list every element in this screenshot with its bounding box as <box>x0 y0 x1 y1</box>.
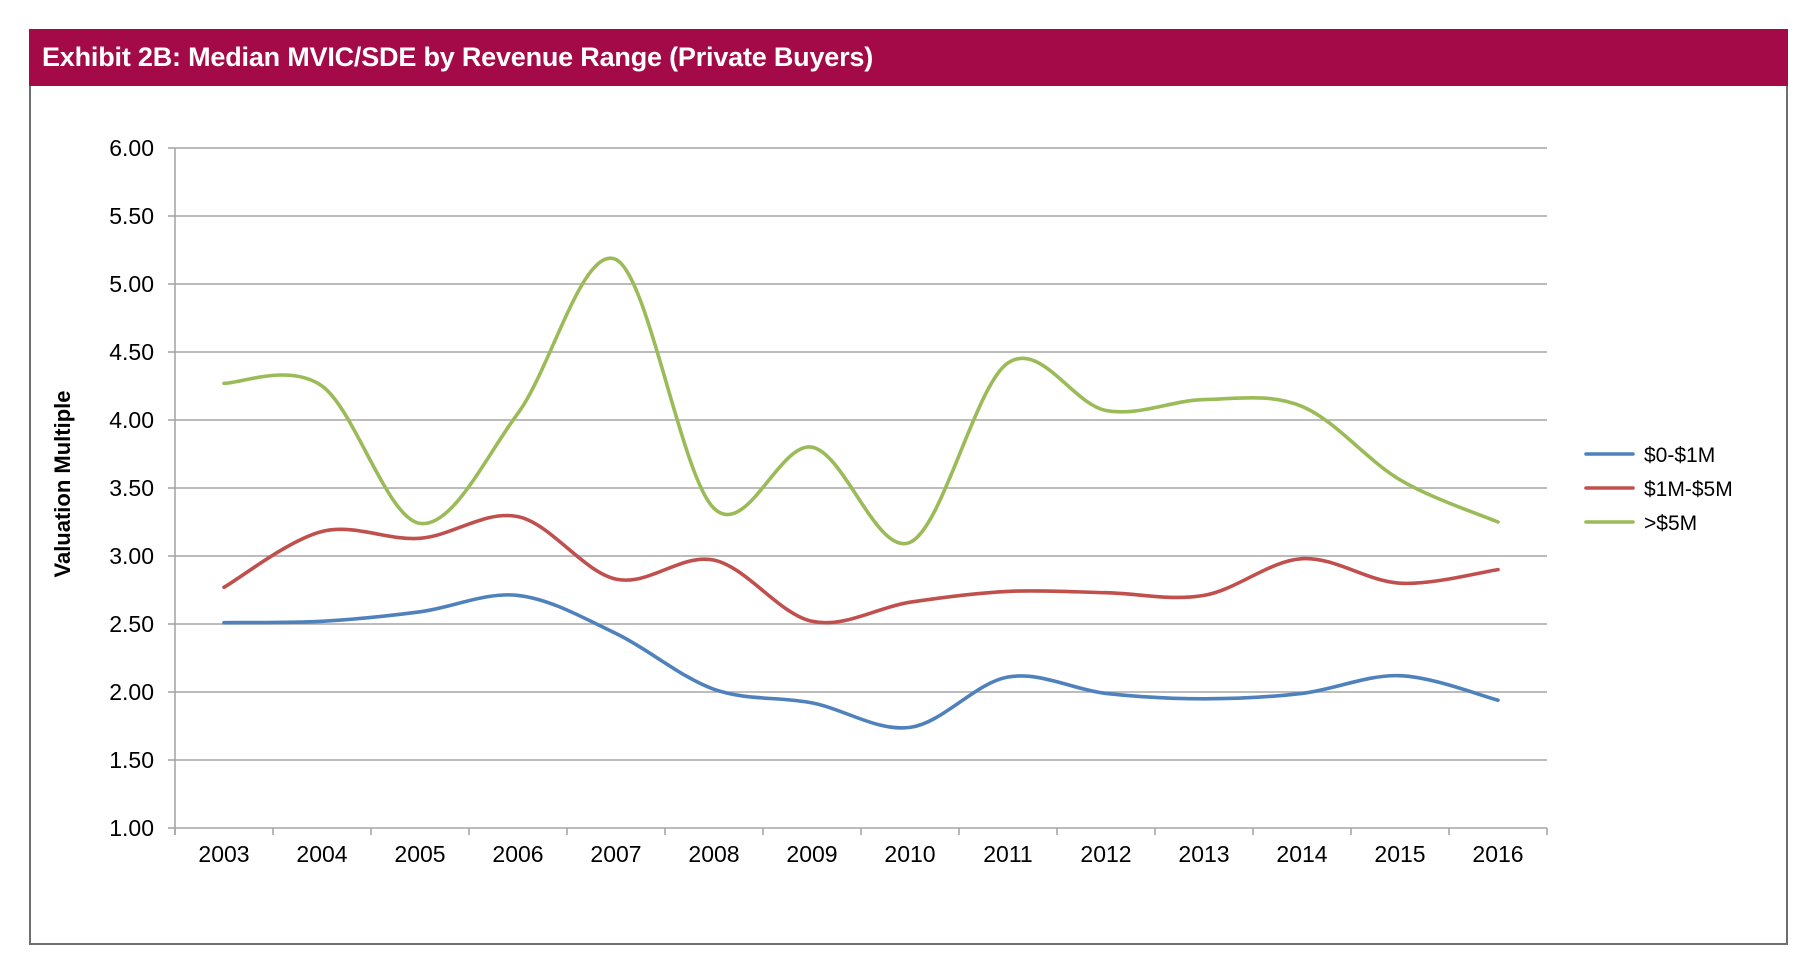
data-point <box>908 600 912 604</box>
data-point <box>516 515 520 519</box>
x-tick-label: 2006 <box>492 841 543 867</box>
data-point <box>614 258 618 262</box>
data-point <box>712 687 716 691</box>
data-point <box>908 540 912 544</box>
data-point <box>1496 568 1500 572</box>
legend-label: $1M-$5M <box>1644 478 1733 501</box>
y-axis-title: Valuation Multiple <box>50 390 75 577</box>
data-point <box>810 619 814 623</box>
series-line-5m <box>222 256 1500 546</box>
data-point <box>320 384 324 388</box>
chart-frame <box>29 29 1788 945</box>
data-point <box>418 536 422 540</box>
data-point <box>614 632 618 636</box>
data-point <box>810 701 814 705</box>
axes <box>168 147 1548 835</box>
data-point <box>1202 593 1206 597</box>
y-tick-label: 2.50 <box>109 611 154 637</box>
x-tick-label: 2012 <box>1080 841 1131 867</box>
y-tick-label: 3.00 <box>109 543 154 569</box>
data-point <box>1006 675 1010 679</box>
x-tick-label: 2004 <box>296 841 347 867</box>
data-point <box>1398 674 1402 678</box>
data-point <box>1104 691 1108 695</box>
data-point <box>810 445 814 449</box>
x-tick-label: 2011 <box>983 841 1032 867</box>
data-point <box>1300 691 1304 695</box>
data-point <box>222 621 226 625</box>
legend-label: >$5M <box>1644 512 1697 535</box>
data-point <box>1398 478 1402 482</box>
legend-label: $0-$1M <box>1644 444 1715 467</box>
data-point <box>1104 591 1108 595</box>
data-point <box>1104 408 1108 412</box>
data-point <box>908 725 912 729</box>
data-point <box>222 381 226 385</box>
data-point <box>222 585 226 589</box>
data-point <box>1300 557 1304 561</box>
y-tick-label: 5.50 <box>109 203 154 229</box>
data-point <box>516 593 520 597</box>
data-point <box>1006 589 1010 593</box>
data-point <box>614 577 618 581</box>
x-tick-labels: 2003 2004 2005 2006 2007 2008 2009 2010 2011 2012… <box>198 841 1523 867</box>
y-tick-label: 2.00 <box>109 679 154 705</box>
data-point <box>712 506 716 510</box>
x-tick-label: 2003 <box>198 841 249 867</box>
data-point <box>1202 398 1206 402</box>
y-tick-label: 6.00 <box>109 135 154 161</box>
data-point <box>1496 698 1500 702</box>
series-line-1m-5m <box>222 513 1500 625</box>
data-point <box>320 619 324 623</box>
y-tick-label: 1.50 <box>109 747 154 773</box>
y-tick-label: 5.00 <box>109 271 154 297</box>
legend-item: $1M-$5M <box>1584 478 1733 501</box>
gridlines <box>175 147 1547 761</box>
x-tick-label: 2015 <box>1374 841 1425 867</box>
data-point <box>1398 581 1402 585</box>
series-lines <box>222 256 1500 730</box>
x-tick-label: 2007 <box>590 841 641 867</box>
data-point <box>320 530 324 534</box>
x-tick-label: 2010 <box>884 841 935 867</box>
x-tick-label: 2013 <box>1178 841 1229 867</box>
y-tick-label: 3.50 <box>109 475 154 501</box>
data-point <box>1496 520 1500 524</box>
exhibit-title: Exhibit 2B: Median MVIC/SDE by Revenue R… <box>42 42 874 72</box>
data-point <box>516 411 520 415</box>
x-tick-label: 2014 <box>1276 841 1327 867</box>
data-point <box>712 558 716 562</box>
legend: $0-$1M $1M-$5M >$5M <box>1584 444 1733 535</box>
data-point <box>1202 697 1206 701</box>
data-point <box>418 521 422 525</box>
data-point <box>1300 404 1304 408</box>
series-line-0-1m <box>222 593 1500 730</box>
y-tick-label: 4.50 <box>109 339 154 365</box>
data-point <box>1006 361 1010 365</box>
exhibit-title-bar: Exhibit 2B: Median MVIC/SDE by Revenue R… <box>29 29 1788 86</box>
y-tick-label: 1.00 <box>109 815 154 841</box>
y-tick-label: 4.00 <box>109 407 154 433</box>
y-tick-labels: 1.00 1.50 2.00 2.50 3.00 3.50 4.00 4.50 5.00 5.50… <box>109 135 154 841</box>
x-tick-label: 2016 <box>1472 841 1523 867</box>
x-tick-label: 2009 <box>786 841 837 867</box>
legend-item: $0-$1M <box>1584 444 1715 467</box>
x-tick-label: 2005 <box>394 841 445 867</box>
data-point <box>418 610 422 614</box>
legend-item: >$5M <box>1584 512 1697 535</box>
x-tick-label: 2008 <box>688 841 739 867</box>
